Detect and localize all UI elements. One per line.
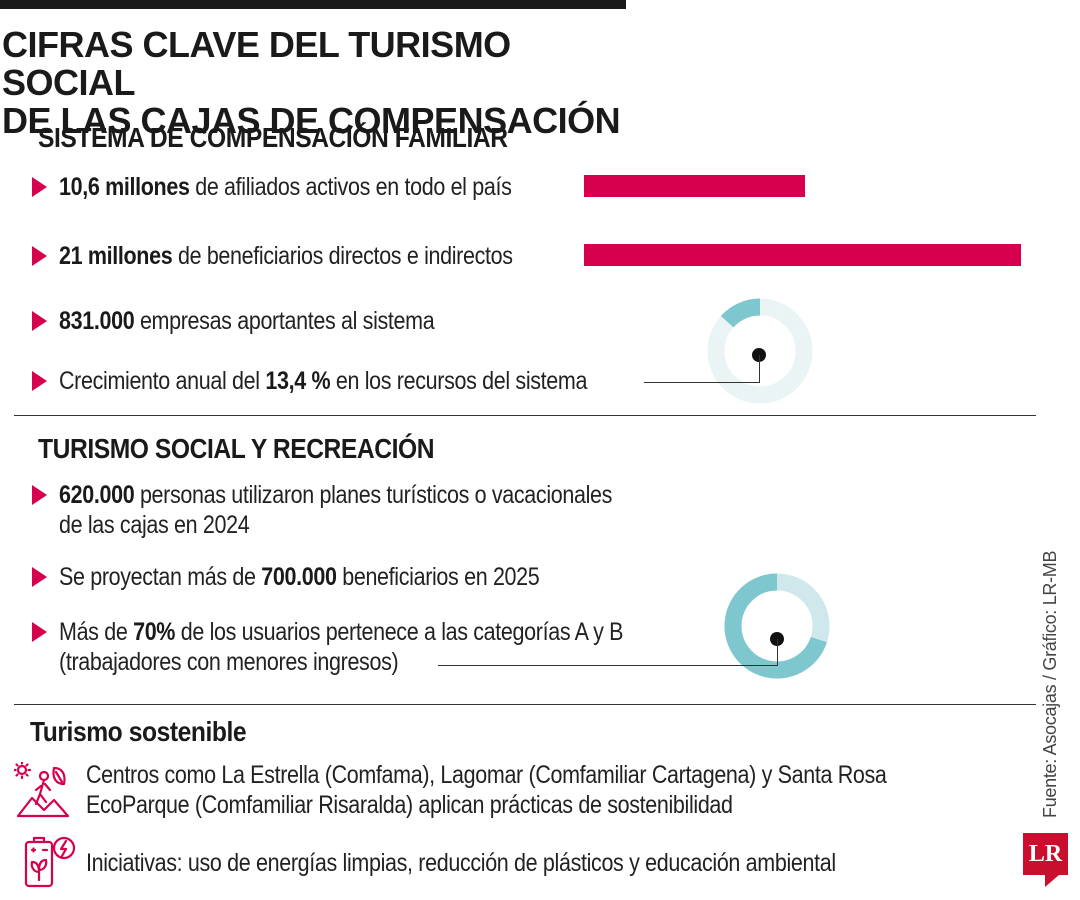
list-item-beneficiarios: 21 millones de beneficiarios directos e … bbox=[32, 241, 587, 271]
bar-beneficiarios bbox=[584, 244, 1021, 266]
list-item-crecimiento: Crecimiento anual del 13,4 % en los recu… bbox=[32, 366, 673, 396]
bullet-triangle-icon bbox=[32, 371, 47, 391]
leader-line-vertical bbox=[777, 639, 778, 665]
bullet-triangle-icon bbox=[32, 311, 47, 331]
top-rule bbox=[0, 0, 626, 9]
bullet-triangle-icon bbox=[32, 177, 47, 197]
bullet-triangle-icon bbox=[32, 246, 47, 266]
section-heading-turismo-social: TURISMO SOCIAL Y RECREACIÓN bbox=[38, 433, 435, 464]
leader-line-vertical bbox=[759, 355, 760, 382]
bullet-triangle-icon bbox=[32, 567, 47, 587]
donut-crecimiento bbox=[707, 298, 813, 404]
sostenible-item-iniciativas: Iniciativas: uso de energías limpias, re… bbox=[86, 849, 836, 877]
title-line-1: CIFRAS CLAVE DEL TURISMO SOCIAL bbox=[2, 24, 511, 103]
source-credit: Fuente: Asocajas / Gráfico: LR-MB bbox=[1040, 550, 1060, 818]
list-item-categorias: Más de 70% de los usuarios pertenece a l… bbox=[32, 617, 715, 677]
section-divider bbox=[14, 415, 1036, 416]
list-item-afiliados: 10,6 millones de afiliados activos en to… bbox=[32, 172, 585, 202]
title-line-2: DE LAS CAJAS DE COMPENSACIÓN bbox=[2, 100, 621, 141]
page-title: CIFRAS CLAVE DEL TURISMO SOCIAL DE LAS C… bbox=[2, 26, 642, 140]
lr-logo: LR bbox=[1023, 833, 1068, 875]
sostenible-item-centros: Centros como La Estrella (Comfama), Lago… bbox=[86, 761, 887, 819]
donut-segment-70 bbox=[724, 573, 827, 679]
lr-logo-tail bbox=[1045, 875, 1059, 887]
eco-hiking-icon bbox=[14, 762, 70, 818]
leader-line bbox=[644, 382, 760, 383]
clean-energy-icon bbox=[24, 836, 76, 888]
section-heading-sostenible: Turismo sostenible bbox=[30, 716, 247, 747]
leader-line bbox=[438, 665, 778, 666]
bullet-triangle-icon bbox=[32, 622, 47, 642]
bar-afiliados bbox=[584, 175, 805, 197]
donut-segment-13-4 bbox=[720, 298, 761, 328]
list-item-empresas: 831.000 empresas aportantes al sistema bbox=[32, 306, 495, 336]
section-divider bbox=[14, 704, 1036, 705]
bullet-triangle-icon bbox=[32, 485, 47, 505]
section-heading-compensacion: SISTEMA DE COMPENSACIÓN FAMILIAR bbox=[38, 122, 508, 153]
list-item-proyeccion: Se proyectan más de 700.000 beneficiario… bbox=[32, 562, 618, 592]
donut-categorias bbox=[724, 573, 830, 679]
list-item-personas: 620.000 personas utilizaron planes turís… bbox=[32, 480, 702, 540]
